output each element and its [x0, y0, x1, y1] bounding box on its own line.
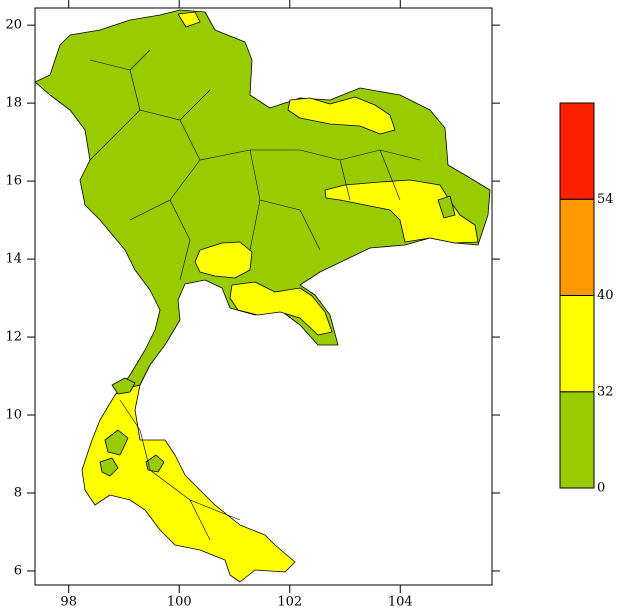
land-region — [177, 11, 201, 28]
x-tick-label: 98 — [60, 595, 77, 610]
y-tick-label: 16 — [5, 174, 22, 189]
map-area — [34, 9, 491, 583]
y-tick-label: 6 — [14, 563, 22, 578]
colorbar-label: 40 — [597, 288, 614, 303]
y-tick-label: 18 — [5, 96, 22, 111]
colorbar-box — [559, 295, 595, 393]
colorbar-box — [559, 391, 595, 489]
x-tick-label: 104 — [388, 595, 413, 610]
land-region — [437, 195, 456, 219]
y-tick-label: 20 — [5, 18, 22, 33]
plot-frame — [34, 7, 493, 586]
land-region — [99, 457, 119, 477]
colorbar-label: 32 — [597, 384, 614, 399]
y-tick-label: 12 — [5, 330, 22, 345]
land-region — [229, 281, 333, 336]
colorbar-box — [559, 198, 595, 296]
land-region — [145, 454, 165, 473]
province-border — [89, 49, 421, 541]
colorbar-label: 0 — [597, 481, 605, 496]
land-region — [111, 377, 136, 395]
land-region — [287, 96, 396, 135]
x-tick-label: 100 — [167, 595, 192, 610]
land-region — [81, 364, 296, 583]
colorbar-box — [559, 102, 595, 200]
land-region — [324, 179, 479, 244]
colorbar-label: 54 — [597, 192, 614, 207]
y-tick-label: 10 — [5, 408, 22, 423]
y-tick-label: 14 — [5, 252, 22, 267]
land-region — [194, 241, 253, 279]
y-tick-label: 8 — [14, 485, 22, 500]
land-region — [104, 429, 129, 456]
x-tick-label: 102 — [277, 595, 302, 610]
